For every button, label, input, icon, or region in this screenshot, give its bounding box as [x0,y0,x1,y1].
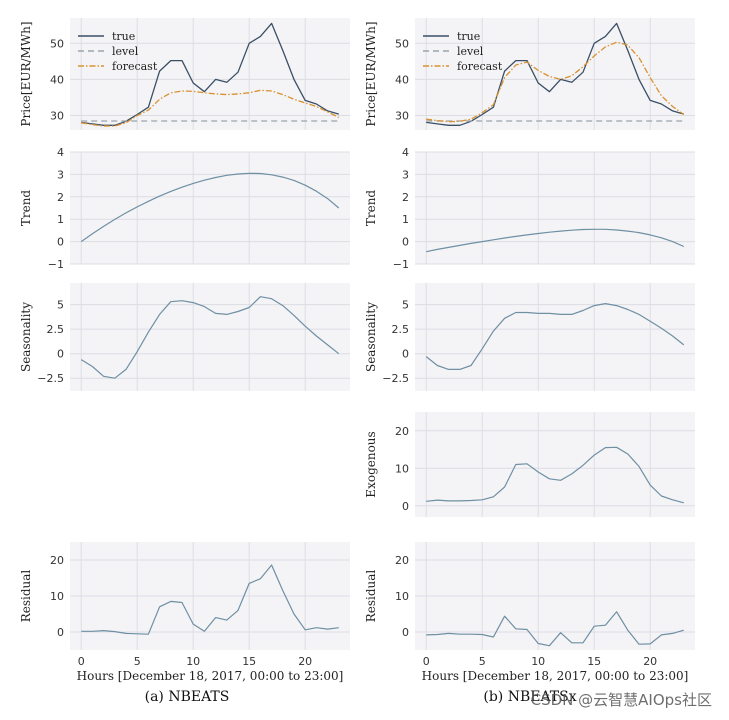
series-line-component [426,611,684,647]
y-tick-label: 1 [57,213,64,226]
x-tick-label: 20 [643,655,657,668]
y-tick-label: 20 [395,425,409,438]
y-tick-label: 10 [395,590,409,603]
legend-label-level: level [457,45,484,58]
y-axis-label: Price[EUR/MWh] [19,21,33,126]
y-tick-label: 0 [402,348,409,361]
y-tick-label: −1 [393,258,409,271]
y-tick-label: 30 [50,110,64,123]
y-axis-label: Trend [364,190,378,227]
y-tick-label: 40 [395,73,409,86]
y-tick-label: 2.5 [47,323,65,336]
x-tick-label: 15 [242,655,256,668]
y-tick-label: 10 [395,462,409,475]
panel-background [70,152,350,264]
caption-right: (b) NBEATSx [483,689,576,705]
series-line-true [81,22,339,126]
x-tick-label: 0 [423,655,430,668]
legend: true level forecast [423,30,503,73]
y-axis-label: Exogenous [364,431,378,497]
x-tick-label: 5 [134,655,141,668]
legend-label-level: level [112,45,139,58]
y-tick-label: 2 [402,191,409,204]
panel-background [415,152,695,264]
panel-a-residual: 0 5 10 15 20 0 10 20 Residual Hours [December 18,… [19,542,350,683]
panel-background [70,283,350,391]
y-axis-label: Seasonality [19,302,33,372]
x-axis-label: Hours [December 18, 2017, 00:00 to 23:00… [77,669,344,683]
y-tick-label: 5 [57,299,64,312]
series-line-true [426,22,684,126]
y-tick-label: 0 [402,236,409,249]
panel-a-trend: −1 0 1 2 3 4 Trend [19,146,350,271]
y-tick-label: 3 [57,168,64,181]
y-tick-label: 3 [402,168,409,181]
x-tick-label: 10 [186,655,200,668]
panel-b-residual: 0 5 10 15 20 0 10 20 Residual Hours [December 18,… [364,542,695,683]
y-tick-label: 10 [50,590,64,603]
legend-label-forecast: forecast [457,60,503,73]
y-axis-label: Trend [19,190,33,227]
legend: true level forecast [78,30,158,73]
y-tick-label: 0 [402,626,409,639]
panel-background [70,18,350,130]
legend-label-true: true [457,30,480,43]
series-line-component [426,228,685,253]
y-tick-label: −1 [48,258,64,271]
x-tick-label: 5 [479,655,486,668]
series-line-component [80,172,340,243]
panel-a-price: 30 40 50 Price[EUR/MWh] true level forecast [19,18,350,130]
y-tick-label: 0 [57,348,64,361]
panel-a-seasonality: −2.5 0 2.5 5 Seasonality [19,283,350,391]
series-line-component [81,564,339,635]
y-tick-label: 30 [395,110,409,123]
y-axis-label: Residual [364,570,378,623]
legend-label-forecast: forecast [112,60,158,73]
x-tick-label: 20 [298,655,312,668]
series-line-component [80,296,340,379]
y-tick-label: −2.5 [382,372,409,385]
y-tick-label: 50 [395,37,409,50]
series-line-forecast [81,89,340,127]
y-tick-label: 20 [395,554,409,567]
x-axis-label: Hours [December 18, 2017, 00:00 to 23:00… [422,669,689,683]
y-tick-label: 4 [402,146,409,159]
panel-b-exogenous: 0 10 20 Exogenous [364,412,695,517]
x-tick-label: 0 [78,655,85,668]
series-line-component [425,303,685,370]
y-tick-label: 50 [50,37,64,50]
y-tick-label: 2.5 [392,323,410,336]
y-tick-label: 1 [402,213,409,226]
watermark-text: CSDN @云智慧AIOps社区 [531,691,712,709]
y-tick-label: 5 [402,299,409,312]
panel-background [415,18,695,130]
panel-background [415,283,695,391]
y-tick-label: 0 [402,500,409,513]
legend-label-true: true [112,30,135,43]
panel-background [415,412,695,517]
x-tick-label: 15 [587,655,601,668]
y-tick-label: 40 [50,73,64,86]
y-tick-label: 20 [50,554,64,567]
panel-b-seasonality: −2.5 0 2.5 5 Seasonality [364,283,695,391]
y-tick-label: 4 [57,146,64,159]
caption-left: (a) NBEATS [145,689,230,705]
y-tick-label: 0 [57,626,64,639]
y-tick-label: 2 [57,191,64,204]
series-line-forecast [426,41,685,123]
y-tick-label: 0 [57,236,64,249]
y-axis-label: Residual [19,570,33,623]
series-line-component [426,446,684,504]
y-axis-label: Seasonality [364,302,378,372]
y-tick-label: −2.5 [37,372,64,385]
panel-b-price: 30 40 50 Price[EUR/MWh] true level forecast [364,18,695,130]
panel-b-trend: −1 0 1 2 3 4 Trend [364,146,695,271]
y-axis-label: Price[EUR/MWh] [364,21,378,126]
x-tick-label: 10 [531,655,545,668]
